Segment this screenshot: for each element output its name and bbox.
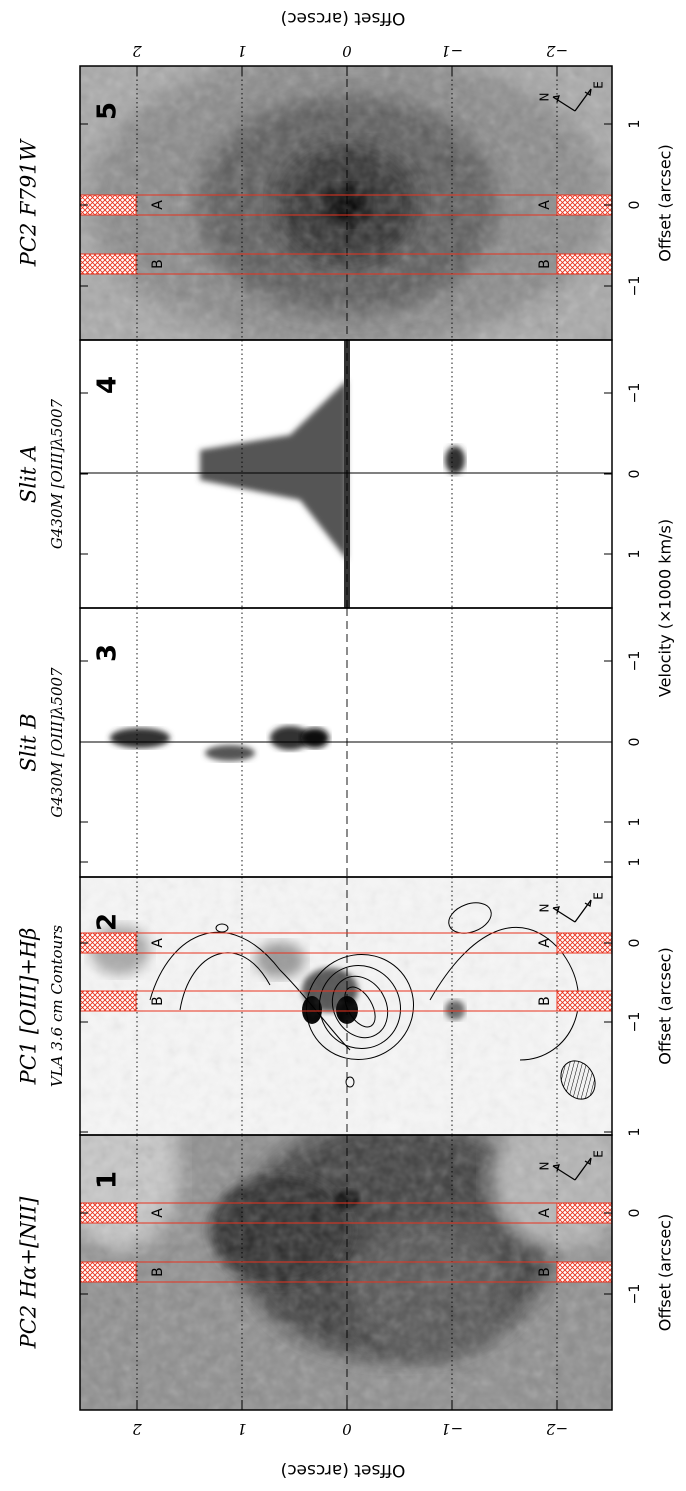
panel-frame [79, 65, 613, 341]
panel-5-image [80, 66, 612, 340]
panel-2-image [80, 877, 612, 1135]
y-tick-label-bottom: −1 [441, 1420, 463, 1438]
overlay-layer [79, 65, 613, 1411]
compass-n-label: N [538, 904, 552, 913]
panel-4-image [80, 340, 612, 608]
x-tick-label: 0 [627, 738, 643, 747]
panel-title: PC2 Hα+[NII] [17, 1196, 41, 1349]
x-tick-label: 1 [627, 1128, 643, 1137]
y-tick-label-bottom: 1 [237, 1420, 247, 1438]
panel-title: Slit A [17, 445, 41, 503]
slit-label: A [537, 200, 553, 210]
x-tick-label: 0 [627, 1209, 643, 1218]
slit-label: B [537, 259, 553, 269]
slit-label: B [537, 1267, 553, 1277]
slit-a-panel-2 [79, 932, 613, 954]
panel-title: Slit B [17, 713, 41, 771]
y-tick-label-top: −2 [546, 42, 568, 60]
panel-subtitle: G430M [OIII]λ5007 [48, 667, 66, 818]
panel-3-image [80, 608, 612, 877]
panel-3 [80, 608, 612, 877]
x-tick-label: −1 [627, 1284, 643, 1305]
slit-label: B [150, 259, 166, 269]
compass-n-label: N [538, 1162, 552, 1171]
x-tick-label: 1 [627, 120, 643, 129]
y-tick-label-top: −1 [441, 42, 463, 60]
compass-e-label: E [592, 81, 606, 89]
x-tick-label: 0 [627, 201, 643, 210]
compass-icon [552, 899, 592, 923]
x-axis-label: Velocity (×1000 km/s) [656, 519, 675, 697]
x-axis-label: Offset (arcsec) [656, 144, 675, 261]
bottom-axis-label: Offset (arcsec) [281, 1460, 406, 1480]
slit-label: A [150, 200, 166, 210]
panel-1-image [80, 1135, 612, 1410]
panel-5 [80, 66, 612, 340]
slit-b-panel-5 [79, 253, 613, 275]
y-tick-label-bottom: 0 [342, 1420, 352, 1438]
x-tick-label: 1 [627, 550, 643, 559]
x-axis-label: Offset (arcsec) [656, 1214, 675, 1331]
compass-icon [552, 88, 592, 112]
x-tick-label: −1 [627, 383, 643, 404]
slit-label: B [150, 996, 166, 1006]
y-tick-label-top: 2 [132, 42, 143, 60]
x-tick-label: 0 [627, 939, 643, 948]
panel-number: 5 [93, 102, 123, 120]
panel-4 [80, 340, 612, 608]
compass-e-label: E [592, 892, 606, 900]
top-axis-label: Offset (arcsec) [281, 8, 406, 28]
slit-label: B [150, 1267, 166, 1277]
panel-number: 3 [93, 644, 123, 662]
panel-number: 2 [93, 913, 123, 931]
slit-label: A [150, 1208, 166, 1218]
y-tick-label-top: 1 [237, 42, 247, 60]
x-tick-label: −1 [627, 276, 643, 297]
slit-label: A [150, 938, 166, 948]
panel-title: PC2 F791W [17, 137, 41, 267]
slit-label: B [537, 996, 553, 1006]
x-tick-label: −1 [627, 1012, 643, 1033]
text-layer: A A B B N E 1 PC2 Hα+[NII] −1 0 1 Offset (arcsec) A A… [17, 8, 675, 1480]
y-tick-label-bottom: 2 [132, 1420, 143, 1438]
image-layer [80, 66, 612, 1410]
panel-2 [80, 877, 612, 1135]
x-tick-label: 0 [627, 470, 643, 479]
x-tick-label: 1 [627, 858, 643, 867]
x-axis-label: Offset (arcsec) [656, 947, 675, 1064]
y-tick-label-top: 0 [342, 42, 352, 60]
beam-ellipse [560, 1060, 596, 1100]
panel-number: 4 [93, 376, 123, 394]
x-tick-label: −1 [627, 651, 643, 672]
vla-contours [149, 902, 579, 1088]
panel-subtitle: VLA 3.6 cm Contours [48, 925, 66, 1087]
slit-a-panel-1 [79, 1202, 613, 1224]
slit-b-panel-2 [79, 990, 613, 1012]
y-tick-label-bottom: −2 [546, 1420, 568, 1438]
compass-e-label: E [592, 1150, 606, 1158]
slit-label: A [537, 938, 553, 948]
slit-b-panel-1 [79, 1261, 613, 1283]
panel-subtitle: G430M [OIII]λ5007 [48, 398, 66, 549]
compass-n-label: N [538, 93, 552, 102]
panel-title: PC1 [OIII]+Hβ [17, 928, 41, 1086]
x-tick-label: 1 [627, 818, 643, 827]
panel-number: 1 [93, 1171, 123, 1189]
compass-icon [552, 1157, 592, 1181]
slit-label: A [537, 1208, 553, 1218]
panel-1 [80, 1135, 612, 1410]
